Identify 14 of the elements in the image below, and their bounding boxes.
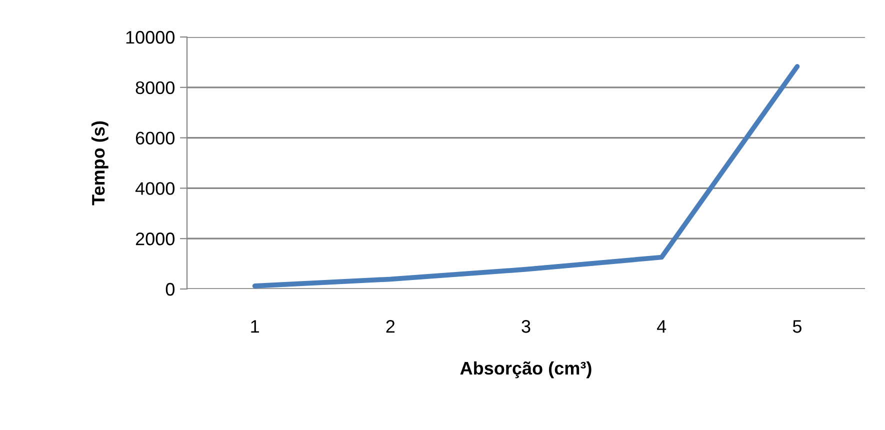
x-tick-label: 2 <box>386 320 395 333</box>
y-tick-label: 4000 <box>135 182 174 195</box>
y-axis-title: Tempo (s) <box>91 121 108 206</box>
x-tick-label: 1 <box>251 320 259 333</box>
y-tick-label: 8000 <box>136 81 174 94</box>
y-tick-label: 2000 <box>136 232 174 246</box>
y-tick-label: 6000 <box>136 132 174 145</box>
x-tick-label: 4 <box>656 320 666 333</box>
line-series <box>252 64 800 288</box>
x-tick-label: 5 <box>792 320 802 333</box>
x-tick-label: 3 <box>522 320 530 333</box>
x-axis-title: Absorção (cm³) <box>460 361 592 378</box>
y-tick-label: 0 <box>166 282 174 296</box>
y-tick-label: 10000 <box>126 30 174 44</box>
